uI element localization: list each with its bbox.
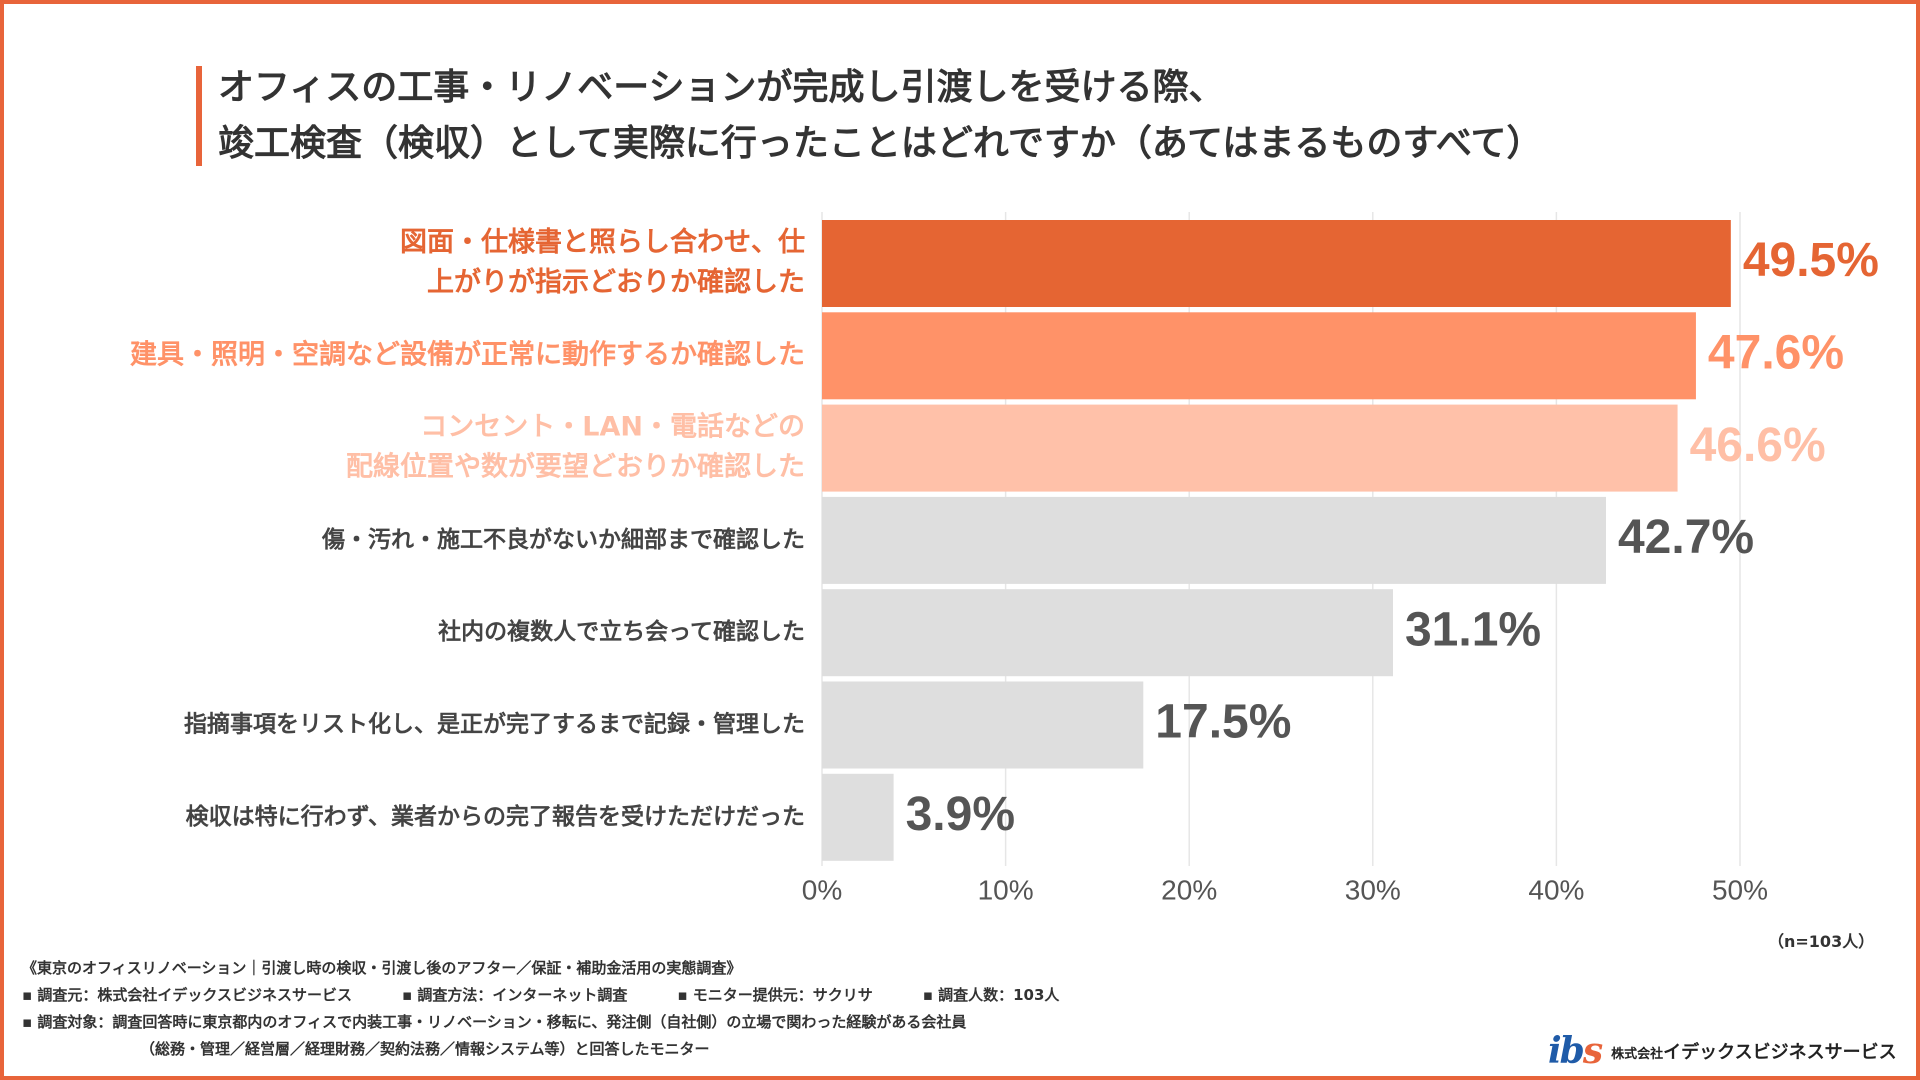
sample-size: （n=103人） [1768,932,1875,951]
chart-title-line-2: 竣工検査（検収）として実際に行ったことはどれですか（あてはまるものすべて） [218,123,1543,164]
company-prefix: 株式会社 [1611,1047,1664,1062]
bar [822,404,1678,492]
company-name: 株式会社イデックスビジネスサービス [1611,1038,1896,1064]
survey-title: 《東京のオフィスリノベーション｜引渡し時の検収・引渡し後のアフター／保証・補助金… [22,959,742,977]
survey-target-detail: （総務・管理／経営層／経理財務／契約法務／情報システム等）と回答したモニター [140,1040,710,1058]
survey-meta: ▪ 調査元：株式会社イデックスビジネスサービス ▪ 調査方法：インターネット調査 ▪… [22,982,1109,1009]
data-label: 46.6% [1690,419,1826,472]
company-name-main: イデックスビジネスサービス [1663,1042,1897,1063]
x-tick-label: 40% [1528,874,1584,905]
category-label: 指摘事項をリスト化し、是正が完了するまで記録・管理した [184,711,805,738]
category-label: 建具・照明・空調など設備が正常に動作するか確認した [130,338,805,370]
bar [822,773,894,861]
data-label: 17.5% [1155,696,1291,749]
survey-footer: 《東京のオフィスリノベーション｜引渡し時の検収・引渡し後のアフター／保証・補助金… [22,955,1109,1063]
data-label: 49.5% [1743,234,1879,287]
ibs-logo-mark: ibs [1548,1030,1603,1072]
x-tick-label: 30% [1345,874,1401,905]
x-tick-label: 10% [978,874,1034,905]
x-tick-label: 20% [1161,874,1217,905]
category-label: 図面・仕様書と照らし合わせ、仕 [400,226,805,258]
chart-title-line-1: オフィスの工事・リノベーションが完成し引渡しを受ける際、 [218,67,1225,108]
category-label: 配線位置や数が要望どおりか確認した [346,451,805,483]
bar [822,312,1696,400]
chart-title: オフィスの工事・リノベーションが完成し引渡しを受ける際、 竣工検査（検収）として… [218,60,1818,172]
x-tick-label: 50% [1712,874,1768,905]
title-accent-bar [196,66,202,166]
category-label: 社内の複数人で立ち会って確認した [438,618,805,645]
survey-method: ▪ 調査方法：インターネット調査 [401,986,628,1004]
bar [822,681,1144,769]
data-label: 31.1% [1405,603,1541,656]
company-logo: ibs 株式会社イデックスビジネスサービス [1548,1030,1897,1072]
category-label: 上がりが指示どおりか確認した [427,266,805,298]
category-label: コンセント・LAN・電話などの [420,411,805,443]
x-tick-label: 0% [802,874,842,905]
survey-source: ▪ 調査元：株式会社イデックスビジネスサービス [22,986,352,1004]
survey-respondents: ▪ 調査人数：103人 [922,986,1060,1004]
survey-monitor-provider: ▪ モニター提供元：サクリサ [677,986,873,1004]
bar [822,220,1731,307]
data-label: 47.6% [1708,326,1844,379]
survey-target: ▪ 調査対象：調査回答時に東京都内のオフィスで内装工事・リノベーション・移転に、… [22,1013,967,1031]
bar [822,496,1606,584]
category-label: 傷・汚れ・施工不良がないか細部まで確認した [321,526,805,553]
data-label: 42.7% [1618,511,1754,564]
data-label: 3.9% [906,788,1015,841]
logo-mark-main: ib [1548,1030,1585,1072]
category-label: 検収は特に行わず、業者からの完了報告を受けただけだった [186,803,805,830]
logo-mark-accent: s [1582,1030,1603,1072]
bar [822,589,1393,677]
